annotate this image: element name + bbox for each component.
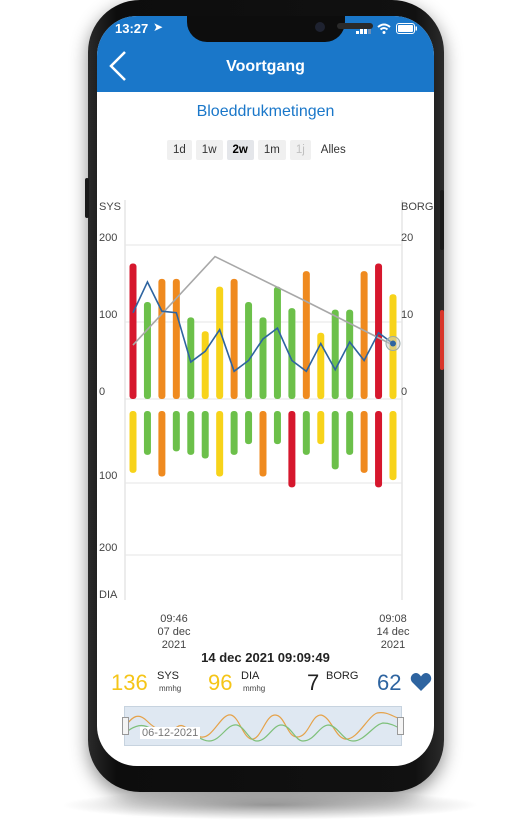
range-navigator[interactable] xyxy=(122,706,404,746)
sys-unit: mmhg xyxy=(159,684,182,693)
navigator-left-handle[interactable] xyxy=(122,717,129,735)
dia-bar xyxy=(273,411,281,445)
sys-bar xyxy=(259,317,267,399)
pulse-value: 62 xyxy=(377,670,402,695)
borg-value: 7 xyxy=(307,670,320,695)
dia-label: DIA xyxy=(241,670,260,682)
borg-tick-label: 0 xyxy=(401,386,407,398)
navigator-sparkline xyxy=(124,712,402,742)
phone-shadow xyxy=(60,790,480,820)
x-end-label: 09:08 xyxy=(379,613,407,625)
status-time: 13:27 xyxy=(115,21,149,36)
phone-side-button xyxy=(440,190,444,250)
dia-bar xyxy=(302,411,310,455)
dia-bar xyxy=(187,411,195,455)
wifi-icon xyxy=(377,23,391,34)
sys-bar xyxy=(288,308,296,399)
range-1m[interactable]: 1m xyxy=(257,140,286,160)
dia-bar xyxy=(158,411,166,477)
dia-bar xyxy=(245,411,253,445)
dia-bar xyxy=(331,411,339,470)
dia-bar xyxy=(201,411,209,459)
dia-bar xyxy=(346,411,354,455)
borg-tick-label: 10 xyxy=(401,309,413,321)
dia-bar xyxy=(317,411,325,445)
borg-axis-title: BORG xyxy=(401,201,433,213)
dia-unit: mmhg xyxy=(243,684,266,693)
navigator-date: 06-12-2021 xyxy=(140,727,201,739)
phone-notch xyxy=(187,16,373,42)
range-alles[interactable]: Alles xyxy=(320,144,346,156)
navigator-right-handle[interactable] xyxy=(397,717,404,735)
chart-title: Bloeddrukmetingen xyxy=(196,103,335,120)
sys-bar xyxy=(346,309,354,399)
camera-icon xyxy=(315,22,325,32)
battery-icon xyxy=(396,23,417,34)
dia-bar xyxy=(389,411,397,481)
back-arrow-icon[interactable] xyxy=(105,48,135,84)
sys-value: 136 xyxy=(111,670,148,695)
dia-bar xyxy=(288,411,296,488)
page-title: Voortgang xyxy=(226,58,305,75)
dia-tick-label: 200 xyxy=(99,542,117,554)
app-header: Voortgang xyxy=(97,42,434,92)
x-start-label: 2021 xyxy=(162,639,186,650)
phone-side-button xyxy=(85,178,89,218)
sys-tick-label: 100 xyxy=(99,309,117,321)
dia-bar xyxy=(216,411,224,477)
heart-icon xyxy=(410,673,432,691)
dia-bar xyxy=(360,411,368,473)
pulse-line xyxy=(132,280,394,373)
phone-side-button xyxy=(440,310,444,370)
range-1d[interactable]: 1d xyxy=(167,140,192,160)
sys-bar xyxy=(302,271,310,399)
sys-bar xyxy=(129,263,137,399)
dia-bar xyxy=(259,411,267,477)
sys-bar xyxy=(331,309,339,399)
dia-bar xyxy=(230,411,238,455)
range-2w[interactable]: 2w xyxy=(226,140,254,160)
dia-axis-title: DIA xyxy=(99,589,118,601)
range-1w[interactable]: 1w xyxy=(195,140,223,160)
sys-axis-title: SYS xyxy=(99,201,121,213)
phone-screen: 13:27 ➤ Voortgang Bloeddrukmetingen 1d 1… xyxy=(97,16,434,766)
borg-line xyxy=(132,255,394,346)
sys-bar xyxy=(143,301,151,399)
location-icon: ➤ xyxy=(153,20,164,34)
x-end-label: 14 dec xyxy=(376,626,410,638)
sys-bar xyxy=(172,278,180,399)
dia-bar xyxy=(143,411,151,455)
sys-bar xyxy=(245,301,253,399)
dia-bar xyxy=(375,411,383,488)
sys-bar xyxy=(201,331,209,399)
dia-tick-label: 100 xyxy=(99,470,117,482)
x-start-label: 07 dec xyxy=(157,626,191,638)
sys-bar xyxy=(360,271,368,399)
sys-bar xyxy=(230,278,238,399)
sys-bar xyxy=(317,332,325,399)
selected-datetime: 14 dec 2021 09:09:49 xyxy=(201,650,330,665)
sys-bar xyxy=(375,263,383,399)
sys-bar xyxy=(158,278,166,399)
sys-bar xyxy=(187,317,195,399)
sys-bar xyxy=(216,286,224,399)
selected-point xyxy=(390,340,396,347)
sys-tick-label: 200 xyxy=(99,232,117,244)
dia-bar xyxy=(129,411,137,473)
x-end-label: 2021 xyxy=(381,639,405,650)
selected-values: 136 SYS mmhg 96 DIA mmhg 7 BORG 62 xyxy=(97,666,434,706)
range-1j: 1j xyxy=(289,140,311,160)
sys-bar xyxy=(273,286,281,399)
range-selector: 1d 1w 2w 1m 1j Alles xyxy=(167,140,352,160)
x-start-label: 09:46 xyxy=(160,613,188,625)
dia-value: 96 xyxy=(208,670,233,695)
speaker-grille xyxy=(337,23,373,29)
sys-label: SYS xyxy=(157,670,180,682)
borg-label: BORG xyxy=(326,670,359,682)
dia-bar xyxy=(172,411,180,452)
sys-tick-label: 0 xyxy=(99,386,105,398)
borg-tick-label: 20 xyxy=(401,232,413,244)
